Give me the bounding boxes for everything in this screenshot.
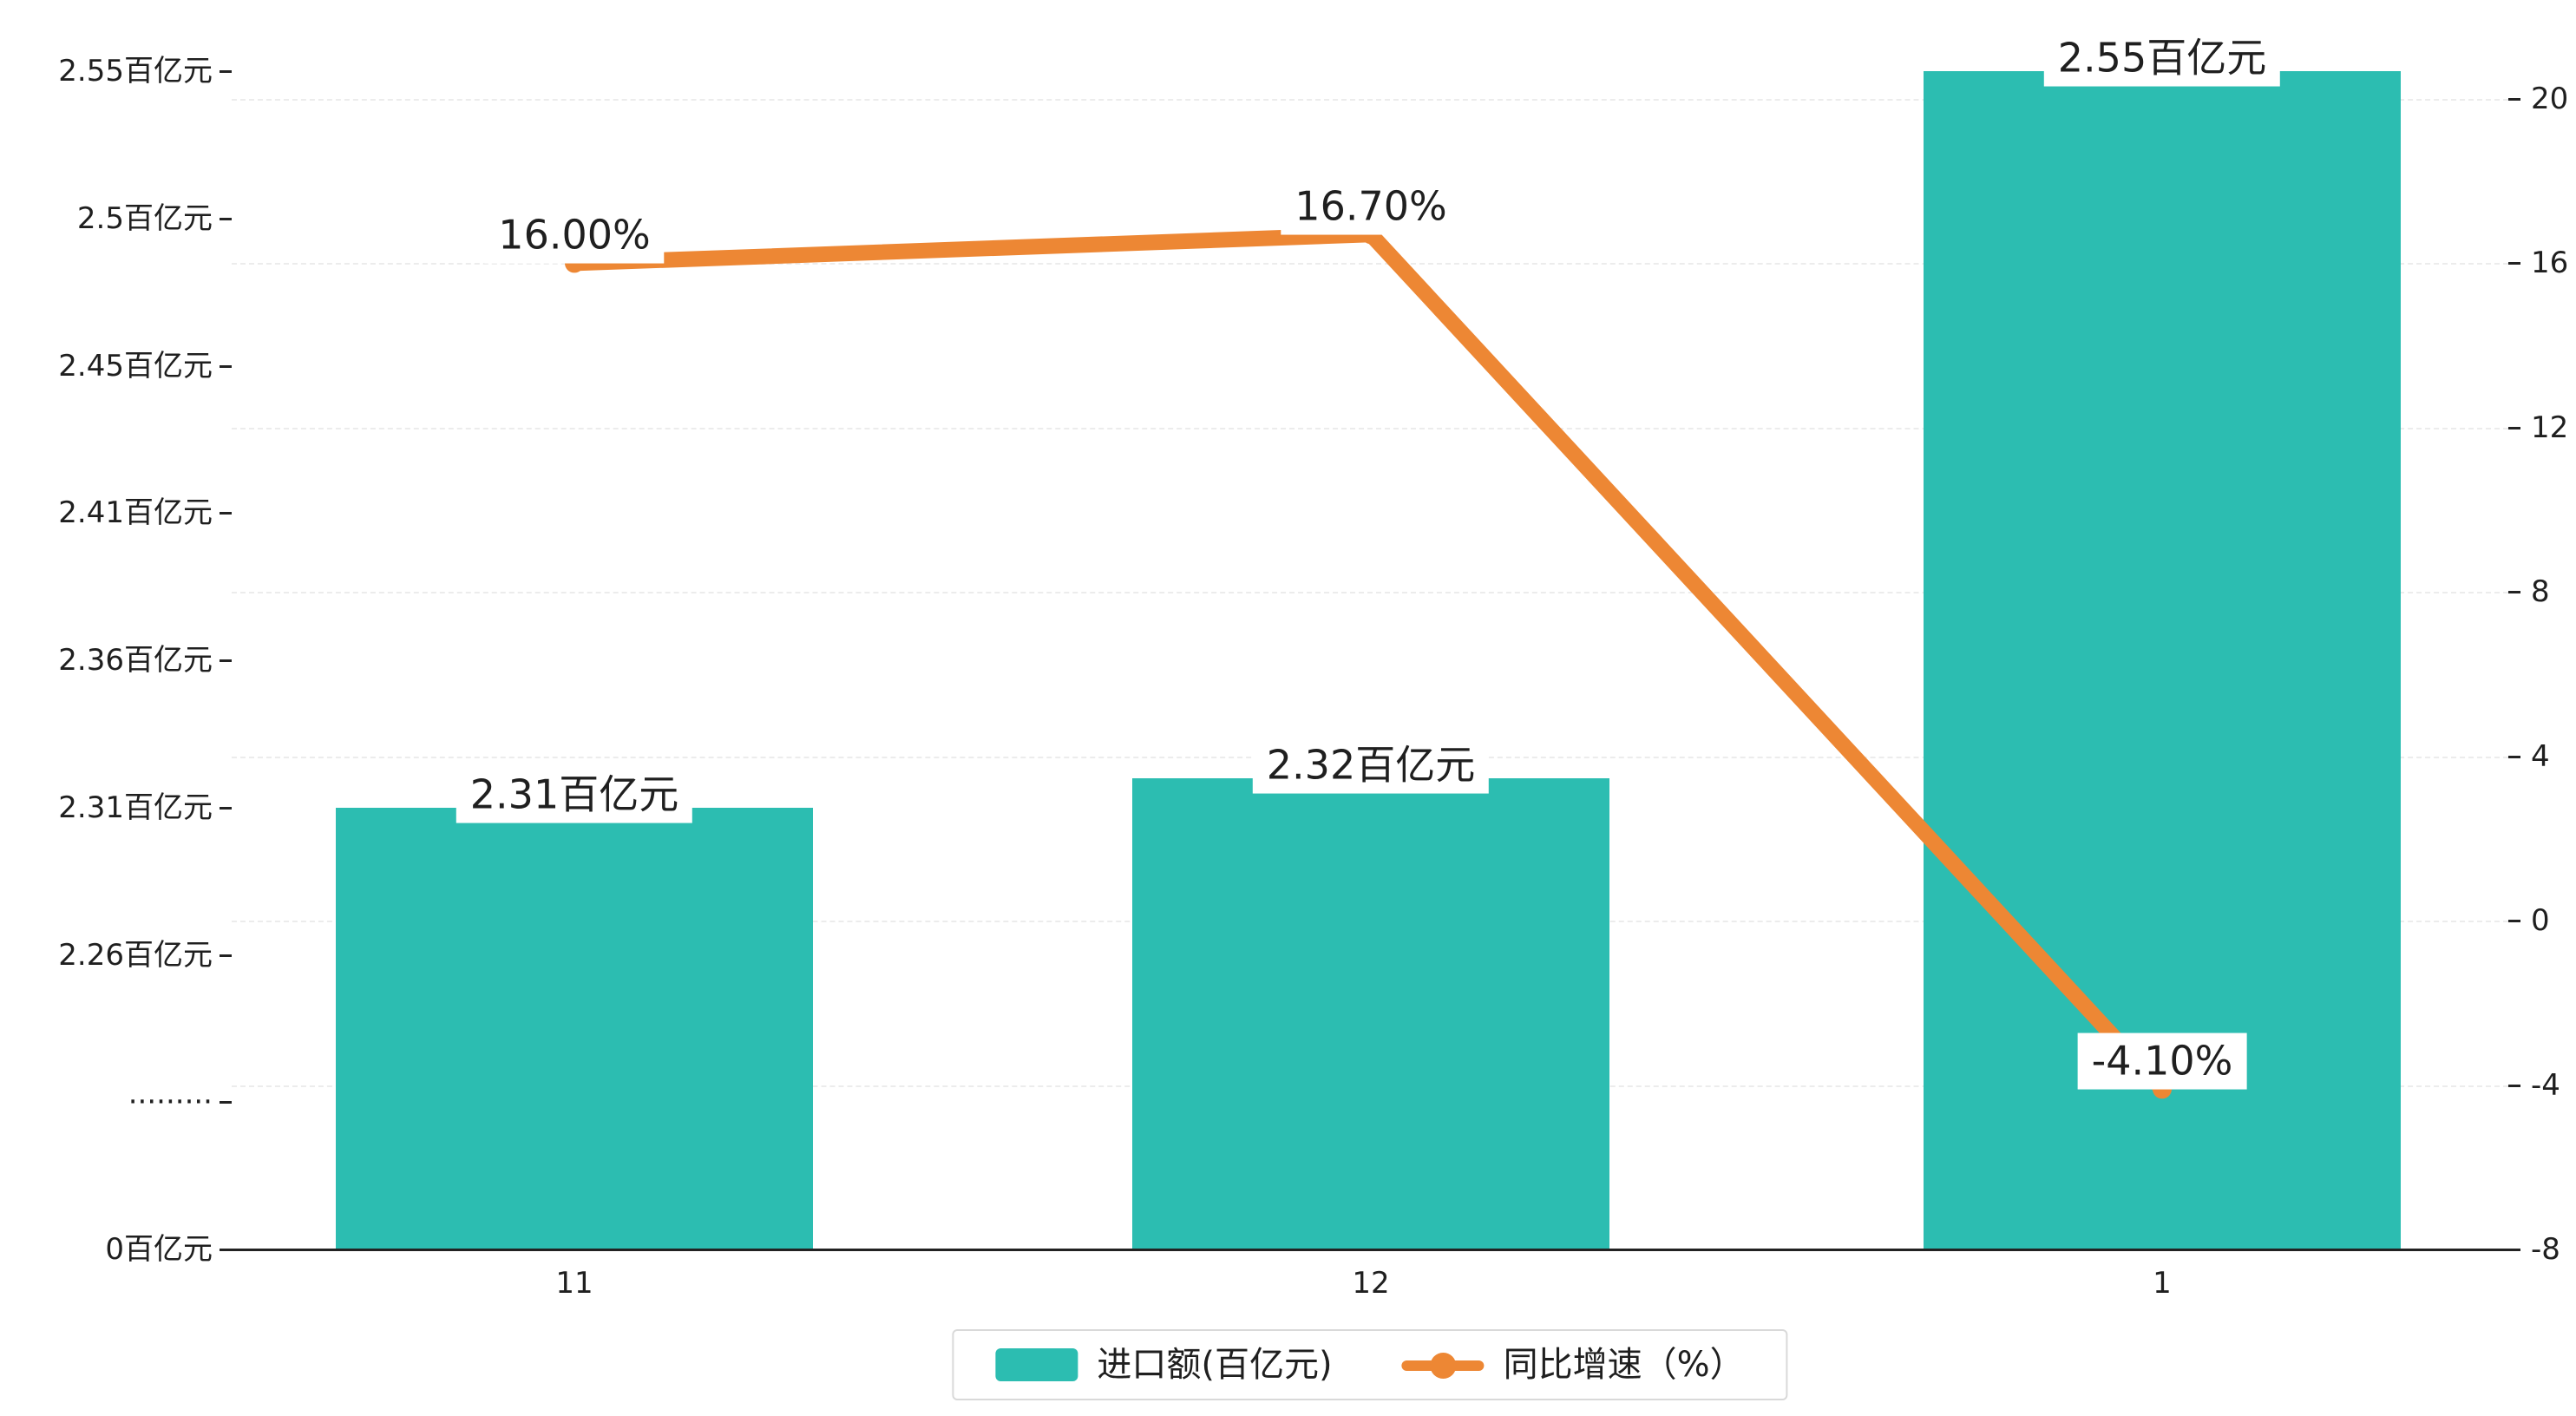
y-axis-right-tick-label: 8 [2531,574,2550,610]
y-axis-right-tick-mark [2508,98,2520,101]
bar-12 [1132,777,1609,1249]
y-axis-right-tick-mark [2508,591,2520,594]
y-axis-right-tick-label: 20 [2531,82,2569,116]
line-point-label: 16.00% [484,206,665,264]
bar-11 [336,807,813,1249]
x-axis-tick-label: 11 [555,1266,593,1301]
y-axis-left-tick-mark [220,806,232,810]
y-axis-left-tick-label: 2.41百亿元 [58,495,213,531]
legend-label-import-amount: 进口额(百亿元) [1097,1345,1333,1385]
bar-value-label: 2.55百亿元 [2043,30,2281,87]
gridline [232,592,2508,594]
bar-series-swatch-icon [995,1348,1078,1381]
y-axis-left-tick-mark [220,1249,232,1251]
y-axis-left-tick-mark [220,217,232,220]
y-axis-left-tick-label: ········· [128,1085,213,1120]
y-axis-left-tick-mark [220,70,232,73]
y-axis-left-tick-label: 2.45百亿元 [58,348,213,384]
legend-label-yoy-growth: 同比增速（%） [1503,1345,1745,1385]
y-axis-left-tick-label: 2.36百亿元 [58,643,213,678]
line-point-label: 16.70% [1281,178,1461,235]
y-axis-left-tick-mark [220,364,232,368]
y-axis-left-tick-label: 0百亿元 [105,1232,213,1267]
y-axis-right-tick-label: 12 [2531,410,2569,445]
x-axis-tick-label: 12 [1352,1266,1390,1301]
y-axis-left-tick-label: 2.55百亿元 [58,54,213,88]
line-series-marker-icon [1401,1348,1485,1381]
y-axis-left-tick-mark [220,512,232,515]
legend-item-import-amount[interactable]: 进口额(百亿元) [995,1345,1333,1385]
y-axis-right-tick-mark [2508,755,2520,758]
gridline [232,99,2508,101]
x-axis-line [232,1249,2508,1251]
y-axis-left-tick-label: 2.31百亿元 [58,790,213,825]
y-axis-left-tick-mark [220,954,232,957]
y-axis-right-tick-mark [2508,262,2520,266]
y-axis-left-tick-label: 2.5百亿元 [76,200,213,236]
y-axis-right-tick-label: -4 [2531,1067,2560,1103]
gridline [232,263,2508,266]
line-point-label: -4.10% [2077,1032,2247,1090]
y-axis-left-tick-mark [220,1101,232,1105]
bar-value-label: 2.32百亿元 [1252,737,1490,794]
y-axis-right-tick-mark [2508,1084,2520,1087]
legend-item-yoy-growth[interactable]: 同比增速（%） [1401,1345,1745,1385]
y-axis-right-tick-label: 4 [2531,738,2550,774]
bar-value-label: 2.31百亿元 [456,766,693,823]
y-axis-left-tick-label: 2.26百亿元 [58,937,213,973]
gridline [232,427,2508,429]
legend: 进口额(百亿元) 同比增速（%） [952,1329,1788,1400]
y-axis-right-tick-label: -8 [2531,1232,2560,1267]
x-axis-tick-label: 1 [2153,1266,2172,1301]
y-axis-right-tick-label: 16 [2531,246,2569,281]
y-axis-right-tick-mark [2508,426,2520,429]
y-axis-right-tick-label: 0 [2531,903,2550,939]
y-axis-right-tick-mark [2508,920,2520,923]
y-axis-left-tick-mark [220,659,232,662]
y-axis-right-tick-mark [2508,1249,2520,1251]
